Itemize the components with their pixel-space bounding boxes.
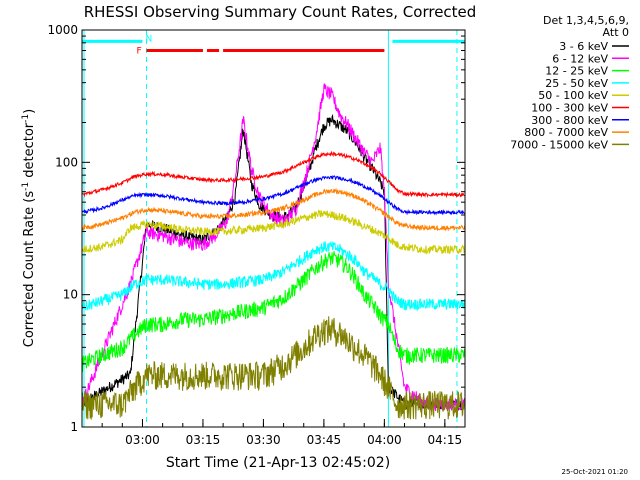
flag-label: F — [137, 46, 142, 56]
series-line — [82, 251, 465, 373]
legend-entry-label: 100 - 300 keV — [531, 102, 608, 115]
series-line — [82, 150, 465, 199]
legend-header-line1: Det 1,3,4,5,6,9, — [543, 14, 629, 27]
x-tick-label: 04:15 — [428, 433, 463, 447]
x-axis-label: Start Time (21-Apr-13 02:45:02) — [166, 455, 390, 471]
footer-timestamp: 25-Oct-2021 01:20 — [562, 468, 628, 476]
y-tick-label: 10 — [63, 288, 78, 302]
x-tick-label: 03:30 — [246, 433, 281, 447]
legend-entry-label: 6 - 12 keV — [552, 52, 608, 65]
legend-entry-label: 800 - 7000 keV — [524, 126, 608, 139]
series-line — [82, 174, 465, 216]
series-lines — [82, 83, 465, 420]
x-tick-label: 04:00 — [367, 433, 402, 447]
series-line — [82, 113, 465, 411]
legend-entry-label: 50 - 100 keV — [538, 89, 608, 102]
series-line — [82, 316, 465, 420]
y-tick-label: 1 — [70, 420, 78, 434]
legend-entry-label: 25 - 50 keV — [545, 77, 608, 90]
series-line — [82, 241, 465, 312]
observing-flags: FN — [82, 34, 465, 56]
legend-entry-label: 7000 - 15000 keV — [510, 138, 608, 151]
legend-entry-label: 3 - 6 keV — [559, 40, 608, 53]
y-tick-label: 1000 — [47, 23, 78, 37]
y-axis-ticks: 1 10 100 1000 — [47, 23, 465, 434]
legend-entry-label: 12 - 25 keV — [545, 65, 608, 78]
x-tick-label: 03:45 — [307, 433, 342, 447]
x-tick-label: 03:15 — [186, 433, 221, 447]
series-line — [82, 187, 465, 232]
y-axis-label: Corrected Count Rate (s-1 detector-1) — [21, 109, 37, 347]
series-line — [82, 209, 465, 255]
plot-frame — [81, 29, 466, 428]
flag-label: N — [145, 34, 152, 44]
chart-title: RHESSI Observing Summary Count Rates, Co… — [84, 3, 477, 21]
x-axis-ticks: 03:00 03:15 03:30 03:45 04:00 04:15 — [81, 419, 466, 447]
x-tick-label: 03:00 — [125, 433, 160, 447]
legend-header-line2: Att 0 — [603, 26, 629, 39]
y-tick-label: 100 — [55, 155, 78, 169]
legend-entry-label: 300 - 800 keV — [531, 114, 608, 127]
